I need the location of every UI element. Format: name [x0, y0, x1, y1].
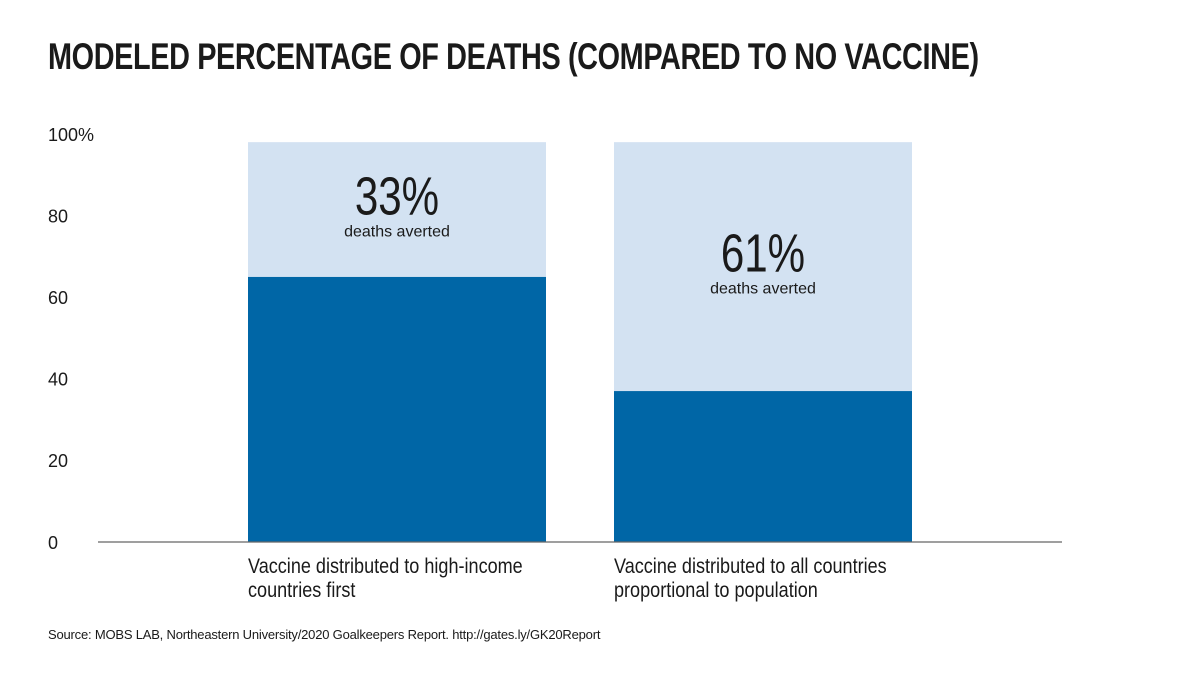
y-tick-label: 0 — [48, 533, 58, 553]
x-category-label: Vaccine distributed to all countries prop… — [614, 555, 914, 603]
y-tick-label: 40 — [48, 370, 68, 390]
bars — [248, 142, 912, 542]
bar-averted-segment — [614, 142, 912, 392]
deaths-averted-caption: deaths averted — [344, 223, 450, 240]
chart-title: MODELED PERCENTAGE OF DEATHS (COMPARED T… — [48, 36, 979, 77]
bar-deaths-segment — [614, 391, 912, 542]
x-category-label-line: Vaccine distributed to all countries — [614, 555, 887, 578]
y-tick-label: 80 — [48, 206, 68, 226]
deaths-averted-caption: deaths averted — [710, 281, 816, 298]
y-tick-label: 60 — [48, 288, 68, 308]
bar-deaths-segment — [248, 276, 546, 542]
y-axis-ticks: 0 20 40 60 80 100% — [48, 125, 94, 553]
y-tick-label: 20 — [48, 451, 68, 471]
x-category-label-line: countries first — [248, 579, 356, 602]
x-category-label-line: proportional to population — [614, 579, 818, 602]
bar-annotations: 33%deaths averted 61%deaths averted — [344, 167, 816, 298]
averted-percent-label: 33% — [355, 167, 439, 227]
x-category-label-line: Vaccine distributed to high-income — [248, 555, 523, 578]
averted-percent-label: 61% — [721, 224, 805, 284]
bar-averted-segment — [248, 142, 546, 277]
y-tick-label: 100% — [48, 125, 94, 145]
x-category-label: Vaccine distributed to high-income countr… — [248, 555, 548, 603]
source-note: Source: MOBS LAB, Northeastern Universit… — [48, 627, 601, 642]
